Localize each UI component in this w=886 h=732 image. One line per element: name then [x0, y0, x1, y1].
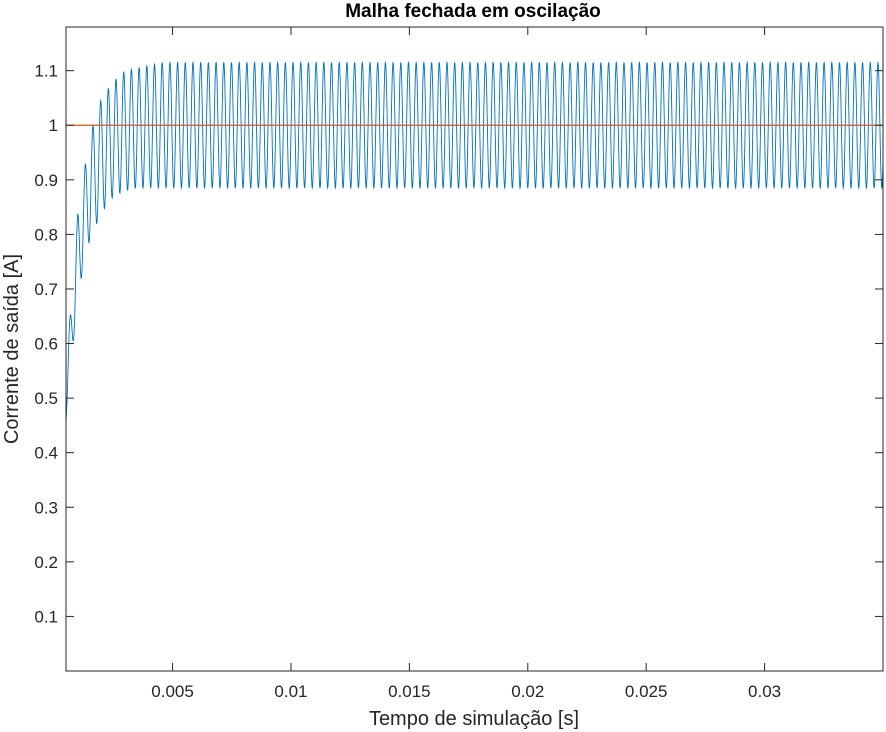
plot-area	[66, 27, 883, 671]
x-tick-label: 0.025	[625, 682, 668, 701]
x-tick-label: 0.01	[274, 682, 307, 701]
x-tick-label: 0.03	[748, 682, 781, 701]
y-tick-label: 0.4	[34, 444, 58, 463]
x-tick-label: 0.005	[151, 682, 194, 701]
x-tick-label: 0.015	[388, 682, 431, 701]
chart-title: Malha fechada em oscilação	[345, 1, 601, 22]
axes-box	[65, 26, 884, 672]
y-axis-label: Corrente de saída [A]	[1, 254, 23, 444]
y-tick-label: 0.7	[34, 280, 58, 299]
tick-layer: 0.005 0.01 0.015 0.02 0.025 0.03 0.1 0.2 0.3 0.4 0…	[34, 27, 883, 701]
y-tick-label: 0.9	[34, 171, 58, 190]
x-axis-label: Tempo de simulação [s]	[369, 708, 579, 730]
y-tick-label: 0.2	[34, 553, 58, 572]
series-layer	[66, 60, 883, 420]
y-tick-label: 0.8	[34, 225, 58, 244]
y-tick-label: 0.1	[34, 607, 58, 626]
x-tick-label: 0.02	[511, 682, 544, 701]
y-tick-label: 1.1	[34, 62, 58, 81]
y-tick-label: 0.3	[34, 498, 58, 517]
y-tick-label: 1	[49, 116, 58, 135]
series-line-current	[66, 60, 883, 420]
y-tick-label: 0.6	[34, 335, 58, 354]
y-tick-label: 0.5	[34, 389, 58, 408]
